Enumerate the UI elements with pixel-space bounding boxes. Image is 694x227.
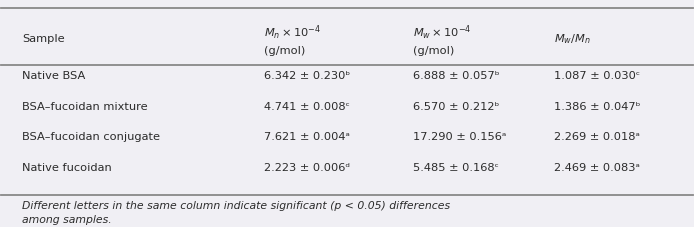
Text: 6.342 ± 0.230ᵇ: 6.342 ± 0.230ᵇ bbox=[264, 71, 350, 81]
Text: 4.741 ± 0.008ᶜ: 4.741 ± 0.008ᶜ bbox=[264, 102, 350, 112]
Text: 1.087 ± 0.030ᶜ: 1.087 ± 0.030ᶜ bbox=[555, 71, 641, 81]
Text: $M_w/M_n$: $M_w/M_n$ bbox=[555, 32, 591, 46]
Text: 1.386 ± 0.047ᵇ: 1.386 ± 0.047ᵇ bbox=[555, 102, 641, 112]
Text: 6.888 ± 0.057ᵇ: 6.888 ± 0.057ᵇ bbox=[413, 71, 499, 81]
Text: 17.290 ± 0.156ᵃ: 17.290 ± 0.156ᵃ bbox=[413, 132, 506, 142]
Text: $M_w \times 10^{-4}$
(g/mol): $M_w \times 10^{-4}$ (g/mol) bbox=[413, 23, 471, 56]
Text: Different letters in the same column indicate significant (p < 0.05) differences: Different letters in the same column ind… bbox=[22, 201, 450, 225]
Text: 6.570 ± 0.212ᵇ: 6.570 ± 0.212ᵇ bbox=[413, 102, 499, 112]
Text: 2.223 ± 0.006ᵈ: 2.223 ± 0.006ᵈ bbox=[264, 163, 350, 173]
Text: BSA–fucoidan mixture: BSA–fucoidan mixture bbox=[22, 102, 148, 112]
Text: $M_n \times 10^{-4}$
(g/mol): $M_n \times 10^{-4}$ (g/mol) bbox=[264, 23, 321, 56]
Text: BSA–fucoidan conjugate: BSA–fucoidan conjugate bbox=[22, 132, 160, 142]
Text: 2.269 ± 0.018ᵃ: 2.269 ± 0.018ᵃ bbox=[555, 132, 641, 142]
Text: Native fucoidan: Native fucoidan bbox=[22, 163, 112, 173]
Text: 7.621 ± 0.004ᵃ: 7.621 ± 0.004ᵃ bbox=[264, 132, 350, 142]
Text: 2.469 ± 0.083ᵃ: 2.469 ± 0.083ᵃ bbox=[555, 163, 641, 173]
Text: Native BSA: Native BSA bbox=[22, 71, 85, 81]
Text: Sample: Sample bbox=[22, 35, 65, 44]
Text: 5.485 ± 0.168ᶜ: 5.485 ± 0.168ᶜ bbox=[413, 163, 498, 173]
